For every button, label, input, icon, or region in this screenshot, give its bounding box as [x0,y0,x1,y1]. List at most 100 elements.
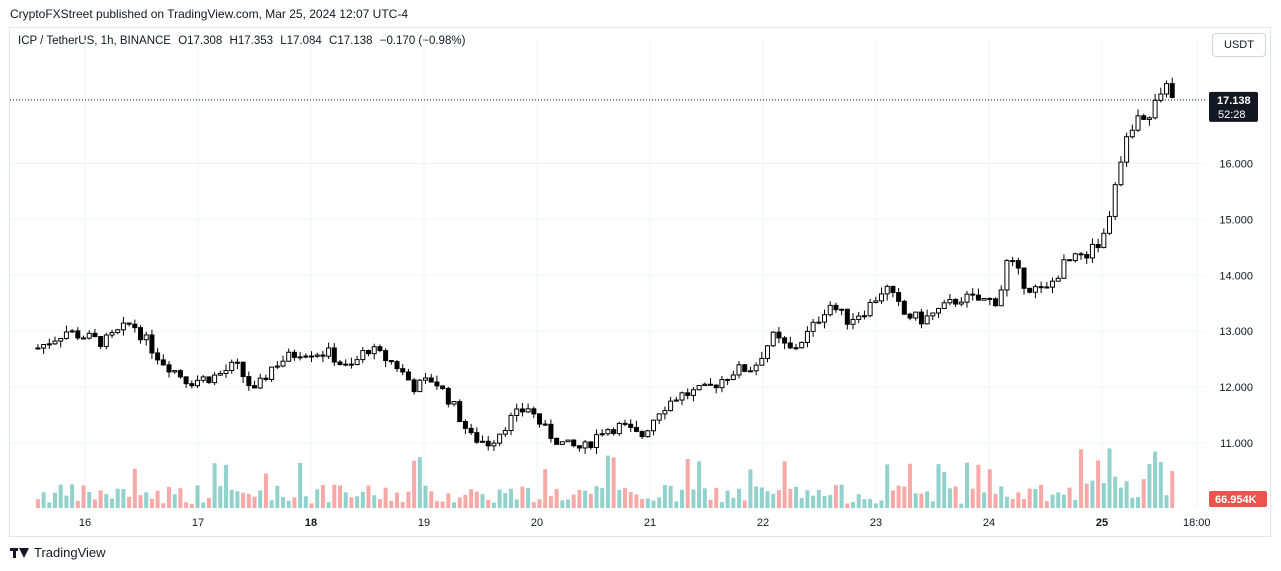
candle-body [240,361,246,378]
candle-body [611,429,617,435]
candle-body [559,441,565,445]
volume-bar [657,497,662,508]
volume-bar [731,497,736,508]
candle-body [309,355,315,358]
candle-body [725,378,731,381]
candle-body [177,370,183,378]
volume-bar [70,484,75,508]
volume-bar [1141,479,1146,508]
candle-body [861,315,867,318]
volume-bar [64,495,69,508]
volume-bar [1084,483,1089,508]
volume-bar [520,486,525,508]
volume-bar [680,489,685,508]
volume-bar [389,500,394,508]
candle-body [702,383,708,386]
volume-bar [212,463,217,508]
volume-bar [503,493,508,508]
volume-bar [908,463,913,508]
candle-body [645,430,651,438]
candle-body [1015,260,1021,269]
volume-bar [828,495,833,508]
candle-body [263,377,269,380]
currency-button[interactable]: USDT [1212,33,1266,57]
volume-bar [571,494,576,508]
y-tick-label: 14.000 [1219,270,1253,282]
volume-bar [1061,494,1066,508]
volume-bar [41,492,46,508]
low-value: L17.084 [280,35,322,47]
x-axis: 16 17 18 19 20 21 22 23 24 25 18:00 [79,517,1211,529]
candle-body [787,342,793,349]
volume-bar [987,469,992,508]
volume-bar [235,491,240,508]
candle-body [531,408,537,415]
volume-bar [645,498,650,508]
volume-bar [263,473,268,508]
volume-bar [58,484,63,508]
x-tick-label: 17 [192,517,204,529]
chart-frame[interactable] [9,27,1271,537]
candle-body [1158,93,1164,101]
volume-bar [457,497,462,508]
candle-body [200,376,206,381]
candle-body [1101,232,1107,249]
tradingview-footer[interactable]: TradingView [10,545,106,560]
volume-bar [1147,463,1152,508]
candle-body [1044,286,1050,289]
volume-bar [782,461,787,508]
volume-value: 66.954K [1215,494,1257,506]
candle-body [822,314,828,323]
volume-bar [942,471,947,508]
volume-bar [1027,488,1032,508]
volume-bar [805,490,810,508]
candle-body [1164,83,1170,95]
candle-body [86,332,92,339]
volume-bar [35,499,40,508]
volume-bar [338,485,343,508]
volume-bar [1056,492,1061,508]
candle-body [485,440,491,447]
candle-body [371,346,377,355]
candle-body [457,401,463,423]
candle-body [793,347,799,350]
open-value: O17.308 [178,35,223,47]
symbol-title[interactable]: ICP / TetherUS, 1h, BINANCE [18,35,171,47]
volume-bar [349,497,354,508]
volume-bar [269,500,274,508]
volume-bar [873,503,878,508]
volume-bar [965,462,970,508]
volume-bar [999,486,1004,508]
volume-bar [149,498,154,508]
volume-bar [537,499,542,508]
volume-bar [583,490,588,508]
volume-bar [480,494,485,508]
candle-body [918,311,924,325]
volume-bar [486,499,491,508]
volume-bar [178,488,183,508]
candle-body [428,377,434,383]
volume-bar [47,502,52,508]
volume-bar [748,469,753,508]
candle-body [668,400,674,412]
candle-body [850,318,856,325]
volume-bar [474,491,479,508]
candle-body [474,432,480,443]
candle-body [303,355,309,358]
candle-body [491,442,497,447]
volume-bar [651,500,656,508]
volume-bar [725,490,730,508]
volume-bar [469,489,474,508]
candle-body [907,313,913,319]
candle-body [291,351,297,358]
volume-bar [662,484,667,508]
volume-bar [395,492,400,508]
candle-body [508,414,514,432]
volume-bar [258,490,263,508]
volume-bar [1130,497,1135,508]
volume-bar [634,494,639,508]
high-value: H17.353 [229,35,274,47]
volume-bar [229,489,234,508]
candle-body [582,441,588,449]
